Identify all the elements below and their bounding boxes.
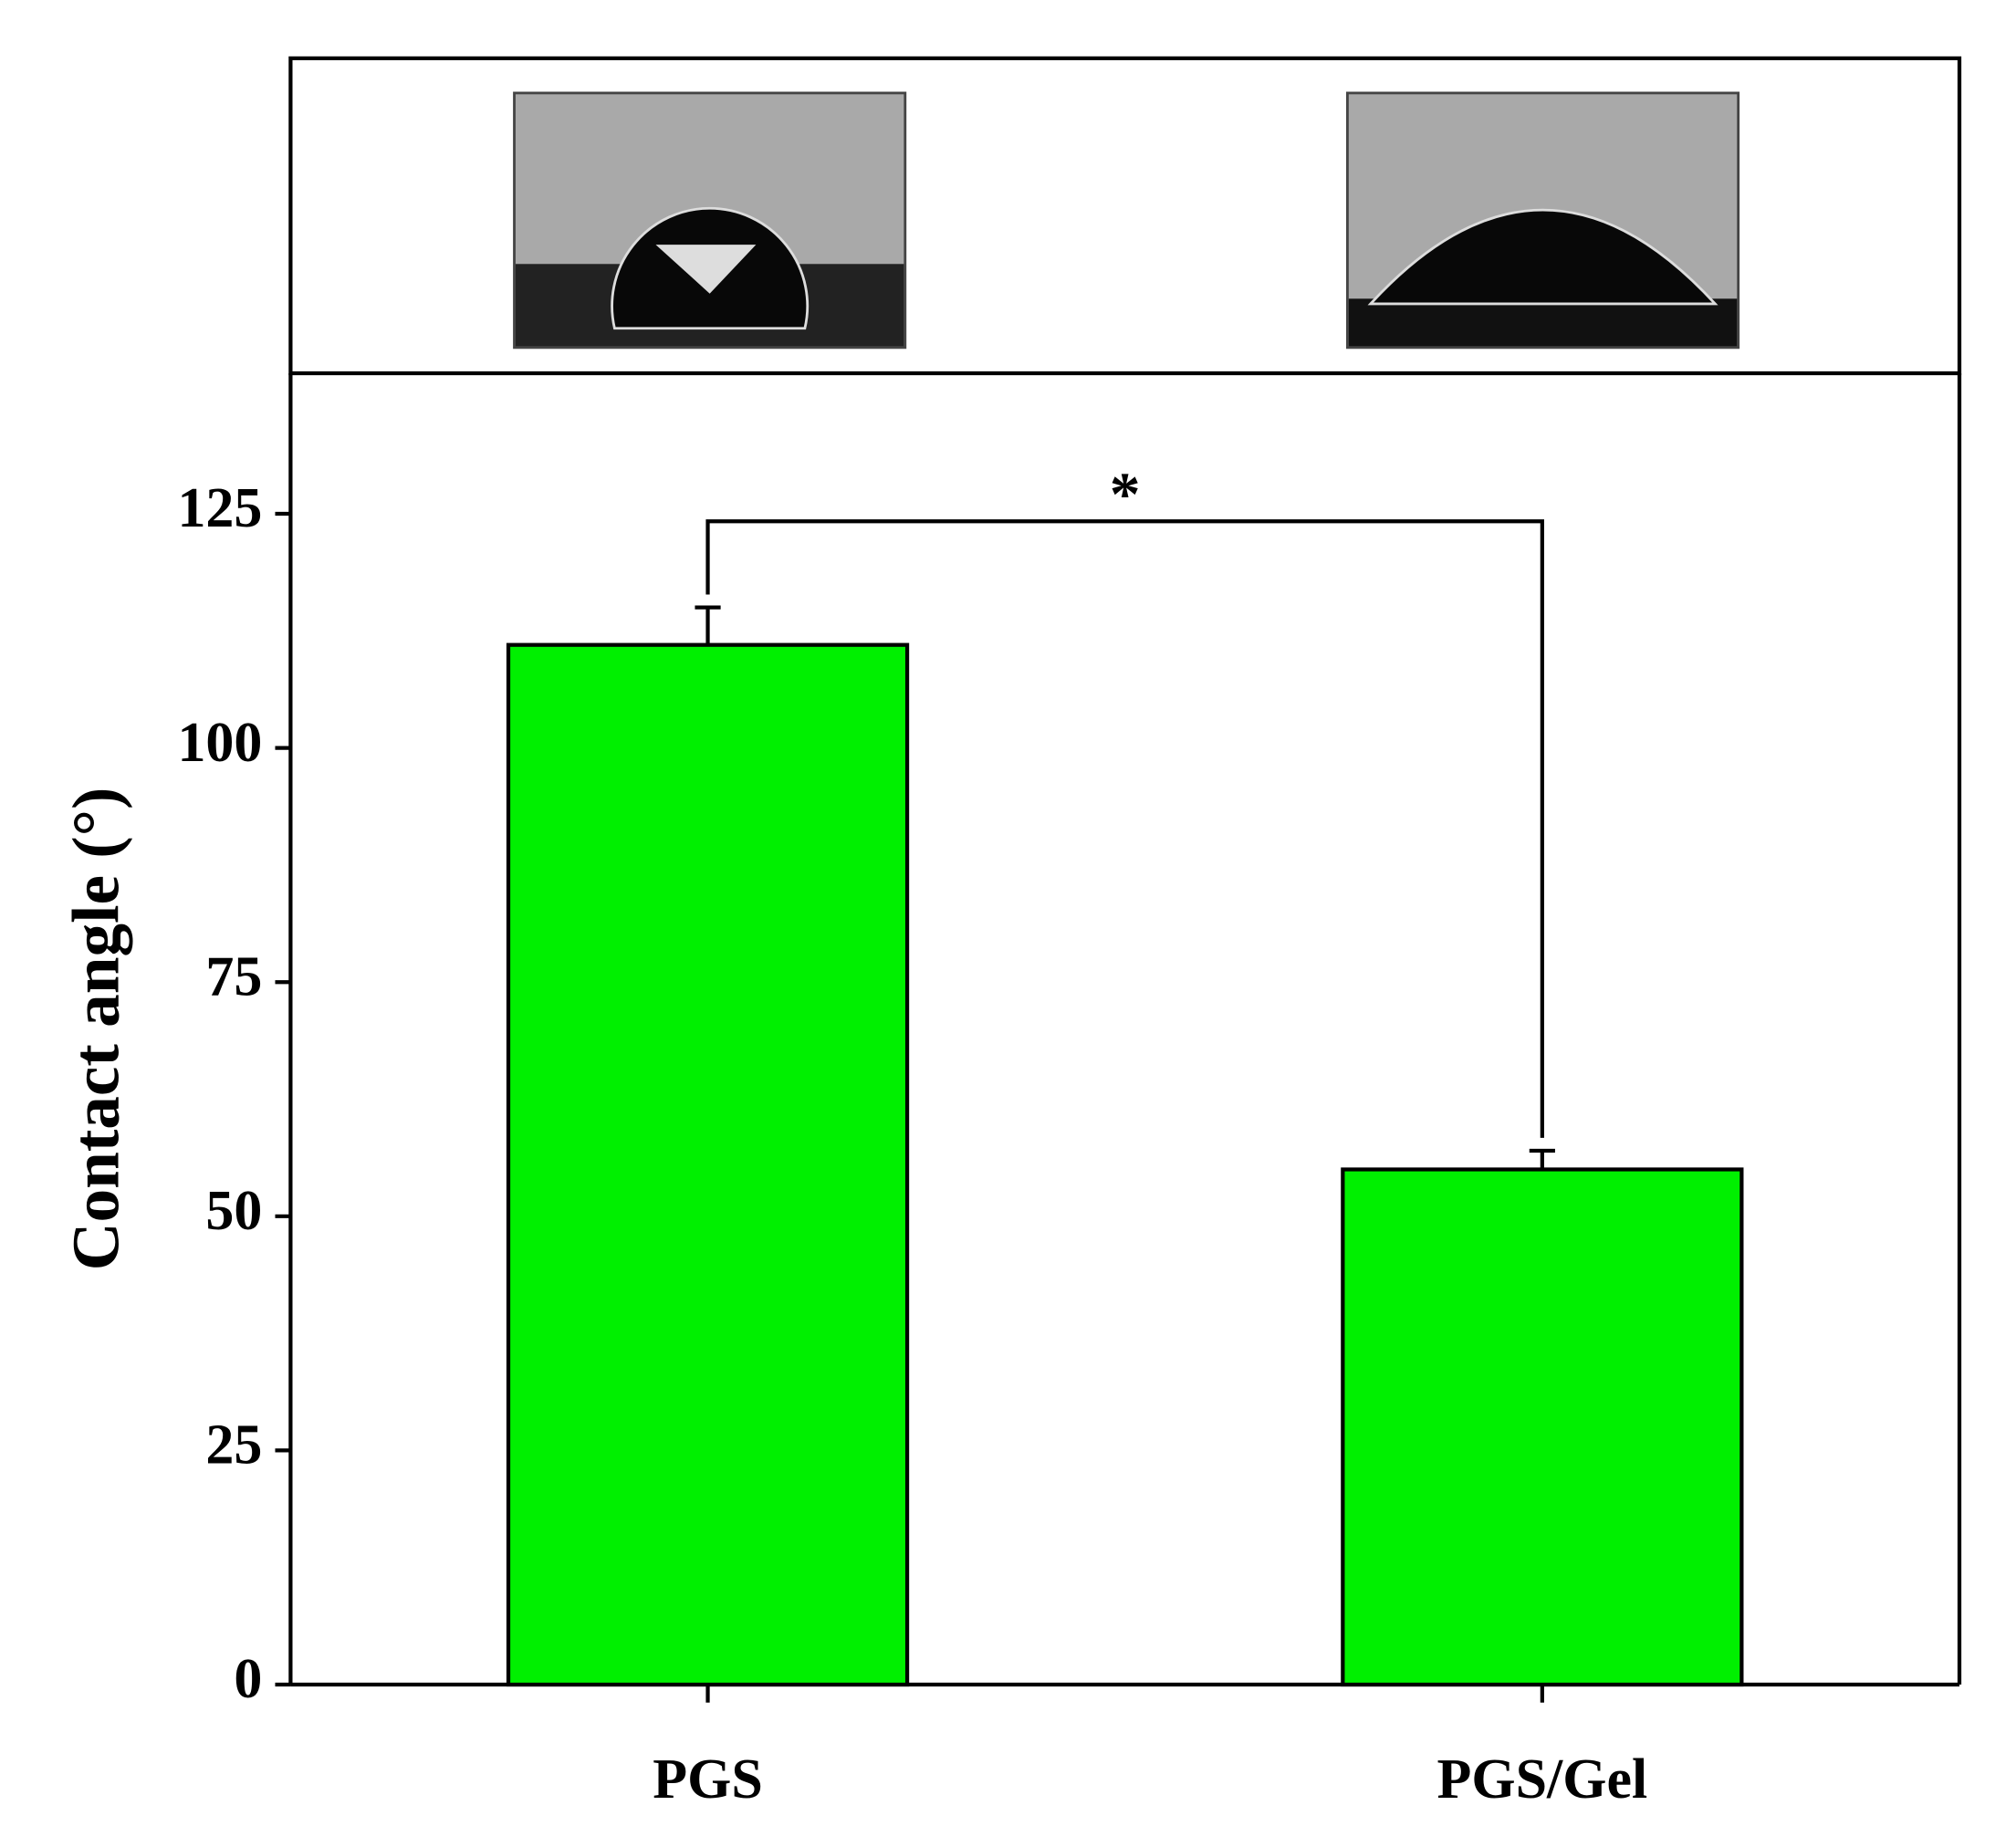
y-tick-label: 0 [234,1648,262,1710]
y-tick-label: 75 [205,945,262,1007]
bar [1341,1167,1744,1687]
droplet-image-pgs-gel [1346,91,1740,350]
droplet-image-pgs [513,91,907,350]
y-tick-label: 50 [205,1180,262,1242]
x-tick-label: PGS [653,1748,763,1810]
y-tick-label: 125 [177,477,262,539]
bar [506,642,910,1687]
y-tick-label: 100 [177,712,262,774]
significance-bracket [705,519,1544,1138]
significance-label: * [1110,460,1141,528]
x-tick-label: PGS/Gel [1437,1748,1648,1810]
y-axis-title: Contact angle (°) [59,788,133,1271]
y-tick-label: 25 [205,1414,262,1477]
